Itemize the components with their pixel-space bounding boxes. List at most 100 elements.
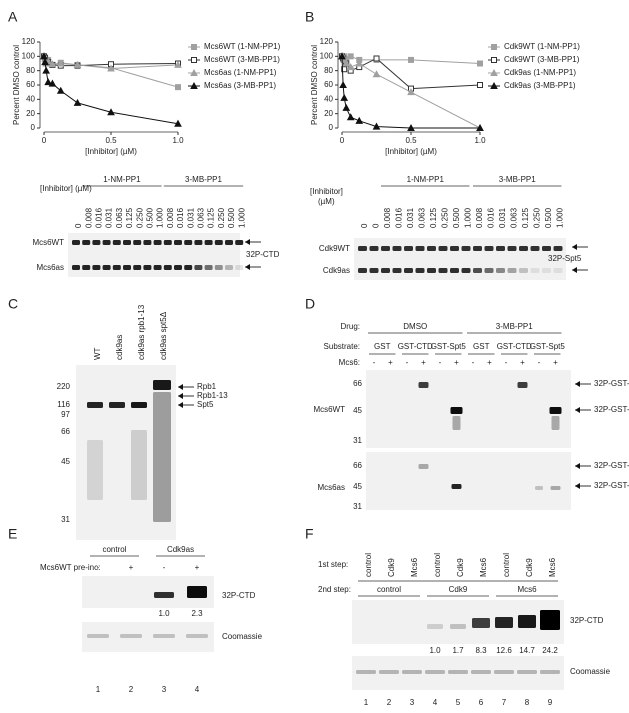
band (153, 392, 171, 522)
label: 0.5 (405, 136, 417, 145)
band (542, 268, 551, 273)
band (131, 430, 147, 500)
band (72, 265, 80, 270)
label: + (129, 563, 134, 572)
marker (490, 81, 498, 89)
band (184, 265, 193, 270)
lane-label: 1.000 (237, 207, 246, 228)
lane-label: 0.031 (186, 207, 195, 228)
label: 66 (61, 427, 70, 436)
band (356, 670, 376, 674)
marker (174, 60, 182, 68)
label: + (520, 358, 525, 367)
label: E (8, 526, 17, 542)
lane-label: 0 (74, 223, 83, 228)
band (379, 670, 399, 674)
band (540, 610, 560, 630)
marker (107, 108, 115, 116)
label: Spt5 (197, 400, 214, 409)
band (153, 380, 171, 390)
label: + (454, 358, 459, 367)
band (450, 624, 466, 629)
band (174, 265, 182, 270)
label: 14.7 (519, 646, 535, 655)
marker (107, 64, 115, 72)
marker (73, 60, 82, 68)
lane-label: 0.008 (475, 207, 484, 228)
lane-label: control (433, 553, 442, 577)
label: Cdk9as (323, 266, 350, 275)
band (519, 268, 528, 273)
lane-label: 0.500 (452, 207, 461, 228)
band (517, 670, 537, 674)
band (427, 268, 436, 273)
band (450, 268, 459, 273)
band (82, 240, 91, 245)
marker (40, 52, 48, 60)
band (518, 615, 536, 628)
band (369, 246, 379, 251)
lane-label: 0.500 (544, 207, 553, 228)
arrow-head (245, 239, 250, 245)
lane-label: 0.250 (533, 207, 542, 228)
label: 1.0 (429, 646, 441, 655)
marker (340, 93, 349, 101)
label: Cdk9as (167, 545, 194, 554)
marker (407, 123, 415, 131)
marker (341, 66, 348, 73)
marker (44, 78, 52, 86)
lane-label: Mcs6 (479, 557, 488, 577)
label: A (8, 9, 18, 25)
gel (366, 370, 571, 448)
label: D (305, 296, 315, 312)
band (496, 246, 505, 251)
label: 32P-GST-Spt5 (594, 481, 629, 490)
marker (56, 59, 65, 67)
band (418, 464, 429, 469)
label: - (163, 563, 166, 572)
label: + (487, 358, 492, 367)
band (87, 634, 109, 638)
band (143, 240, 152, 245)
marker (48, 79, 57, 87)
label: 100 (22, 51, 36, 60)
label: - (373, 358, 376, 367)
label: - (538, 358, 541, 367)
band (535, 486, 543, 490)
label: Mcs6as (3-MB-PP1) (204, 81, 276, 90)
lane-label: Cdk9 (387, 558, 396, 577)
lane-label: 0.250 (441, 207, 450, 228)
lane-label: 0.016 (176, 207, 185, 228)
label: 120 (320, 37, 334, 46)
arrow-head (178, 384, 183, 390)
gel (82, 622, 214, 652)
lane-label: 0.063 (115, 207, 124, 228)
marker (41, 58, 49, 66)
gel (76, 365, 176, 540)
label: B (305, 9, 314, 25)
band (549, 407, 562, 414)
label: 45 (353, 482, 362, 491)
band (120, 634, 142, 638)
label: 2 (129, 685, 134, 694)
label: 3 (410, 698, 415, 707)
label: Cdk9as (1-NM-PP1) (504, 68, 576, 77)
band (153, 634, 175, 638)
label: 0 (42, 136, 47, 145)
band (87, 402, 103, 408)
band (235, 265, 244, 270)
band (92, 265, 101, 270)
band (133, 240, 142, 245)
lane-label: 0.125 (521, 207, 530, 228)
band (494, 670, 514, 674)
marker (342, 103, 351, 111)
band (452, 416, 461, 430)
label: - (406, 358, 409, 367)
label: 20 (26, 109, 35, 118)
band (225, 265, 233, 270)
band (427, 246, 436, 251)
band (72, 240, 80, 245)
label: Cdk9 (449, 585, 468, 594)
band (484, 246, 494, 251)
marker (342, 59, 351, 67)
